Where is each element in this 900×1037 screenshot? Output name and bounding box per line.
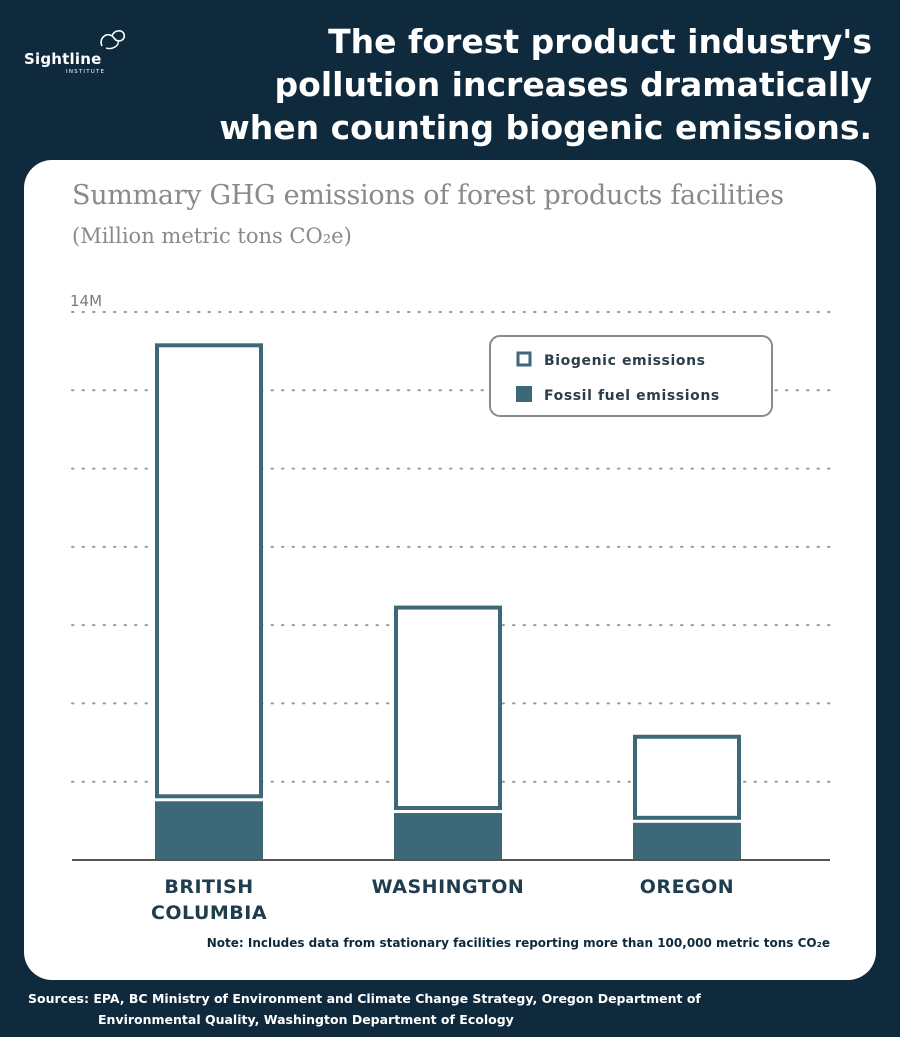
x-category-label: WASHINGTON: [372, 876, 525, 898]
bar-fossil: [394, 813, 502, 860]
bar-biogenic: [633, 734, 741, 820]
headline-line-1: The forest product industry's: [328, 22, 872, 61]
sources: Sources: EPA, BC Ministry of Environment…: [28, 988, 868, 1030]
sightline-logo: Sightline INSTITUTE: [24, 26, 134, 78]
legend-label-fossil: Fossil fuel emissions: [544, 388, 720, 404]
brand-sub: INSTITUTE: [66, 69, 106, 75]
sightline-logo-icon: [100, 30, 126, 50]
headline-line-3: when counting biogenic emissions.: [219, 108, 872, 147]
sources-line-2: Environmental Quality, Washington Depart…: [98, 1012, 514, 1027]
chart-svg: 14M BRITISH COLUMBIA WASHINGTON OREGON Biogen…: [70, 292, 831, 924]
chart-card: Summary GHG emissions of forest products…: [24, 160, 876, 980]
x-category-label: BRITISH: [164, 876, 253, 898]
bar-fossil: [155, 801, 263, 860]
bar-biogenic: [155, 343, 263, 799]
chart-title: Summary GHG emissions of forest products…: [72, 180, 784, 211]
x-category-label: COLUMBIA: [151, 902, 267, 924]
legend-swatch-fossil: [516, 386, 532, 402]
legend-box: [489, 335, 773, 417]
legend-swatch-biogenic: [516, 351, 532, 367]
x-category-label: OREGON: [640, 876, 734, 898]
y-tick-label: 14M: [70, 292, 102, 310]
sources-line-1: EPA, BC Ministry of Environment and Clim…: [93, 991, 701, 1006]
chart-subtitle: (Million metric tons CO₂e): [72, 224, 352, 248]
bar-fossil: [633, 822, 741, 860]
brand-name: Sightline: [24, 50, 102, 68]
chart-note: Note: Includes data from stationary faci…: [206, 936, 830, 950]
sources-label: Sources:: [28, 991, 89, 1006]
headline: The forest product industry's pollution …: [172, 20, 872, 149]
legend-label-biogenic: Biogenic emissions: [544, 353, 706, 369]
headline-line-2: pollution increases dramatically: [274, 65, 872, 104]
bar-biogenic: [394, 605, 502, 811]
